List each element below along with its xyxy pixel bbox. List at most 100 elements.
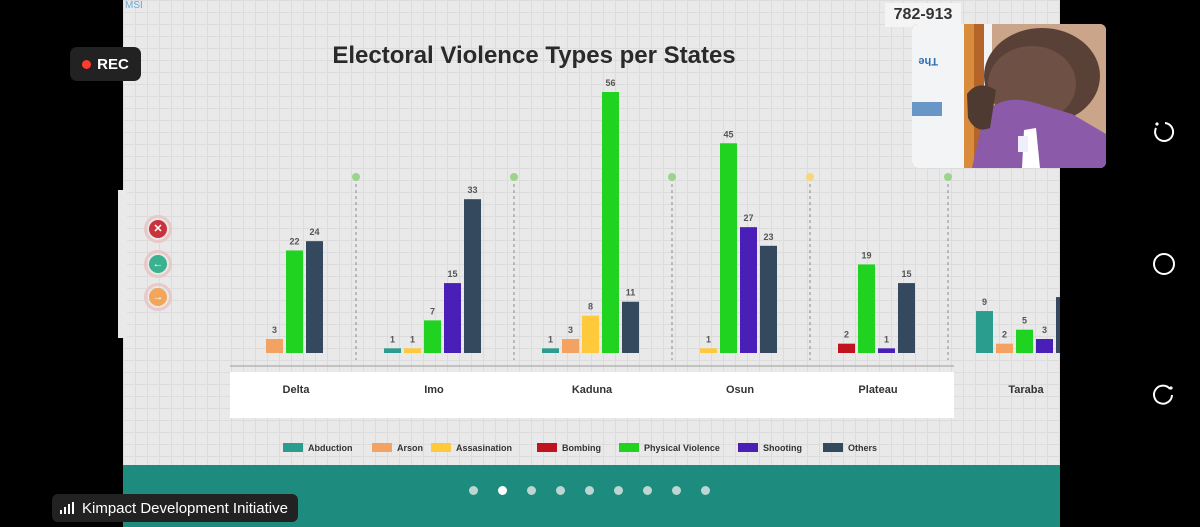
pager-dot[interactable] [672, 486, 681, 495]
record-dot-icon [82, 59, 92, 69]
bar-delta-others [306, 241, 323, 353]
bar-kaduna-others [622, 301, 639, 353]
data-label: 7 [430, 306, 435, 316]
legend-item-abduction: Abduction [283, 439, 353, 453]
legend-swatch [619, 443, 639, 453]
bar-kaduna-abduction [542, 348, 559, 353]
data-label: 1 [410, 334, 415, 344]
bar-osun-physical-violence [720, 143, 737, 353]
data-label: 2 [844, 330, 849, 340]
bar-osun-others [760, 245, 777, 353]
bar-chart: 32224117153313856111452723219115925312 [230, 78, 1060, 367]
legend-label: Physical Violence [644, 442, 720, 453]
participant-video[interactable]: The [912, 24, 1106, 168]
presentation-slide: MSI 782-913 Electoral Violence Types per… [123, 0, 1060, 527]
state-label-delta: Delta [282, 384, 310, 396]
data-label: 56 [605, 78, 615, 88]
data-label: 24 [309, 227, 319, 237]
legend-swatch [372, 443, 392, 453]
bar-imo-others [464, 199, 481, 353]
legend-item-physical-violence: Physical Violence [619, 439, 720, 453]
legend-swatch [738, 443, 758, 453]
participant-name: Kimpact Development Initiative [82, 499, 288, 517]
bar-plateau-bombing [838, 343, 855, 353]
close-icon: ✕ [149, 220, 167, 238]
recent-apps-icon[interactable] [1150, 381, 1178, 409]
state-label-taraba: Taraba [1008, 384, 1044, 396]
meeting-id-label: 782-913 [885, 3, 961, 27]
signal-strength-icon [60, 502, 74, 514]
state-label-kaduna: Kaduna [571, 384, 613, 396]
separator-dot [510, 173, 518, 181]
pager-dot[interactable] [469, 486, 478, 495]
video-caption: The [918, 55, 938, 67]
data-label: 3 [272, 325, 277, 335]
pager-dot[interactable] [701, 486, 710, 495]
recording-badge: REC [70, 47, 141, 81]
arrow-left-icon: ← [149, 255, 167, 273]
bar-imo-shooting [444, 283, 461, 353]
bar-delta-arson [266, 339, 283, 353]
legend-swatch [283, 443, 303, 453]
data-label: 8 [588, 302, 593, 312]
legend-item-bombing: Bombing [537, 439, 601, 453]
rotate-screen-icon[interactable] [1150, 118, 1178, 146]
legend-swatch [431, 443, 451, 453]
pager-dot[interactable] [585, 486, 594, 495]
bar-imo-physical-violence [424, 320, 441, 353]
data-label: 1 [390, 334, 395, 344]
data-label: 3 [1042, 325, 1047, 335]
state-label-imo: Imo [424, 384, 444, 396]
state-label-band: Delta Imo Kaduna Osun Plateau Taraba [230, 372, 1044, 418]
bar-osun-assasination [700, 348, 717, 353]
arrow-right-button[interactable]: → [144, 283, 172, 311]
bar-kaduna-physical-violence [602, 92, 619, 353]
bar-plateau-others [898, 283, 915, 353]
data-label: 1 [548, 334, 553, 344]
bar-taraba-shooting [1036, 339, 1053, 353]
legend-item-assasination: Assasination [431, 439, 512, 453]
bar-taraba-physical-violence [1016, 329, 1033, 353]
data-label: 33 [467, 185, 477, 195]
home-icon[interactable] [1150, 250, 1178, 278]
pager-dot[interactable] [614, 486, 623, 495]
legend-label: Bombing [562, 442, 601, 453]
bar-taraba-arson [996, 343, 1013, 353]
data-label: 11 [626, 288, 636, 298]
bar-plateau-shooting [878, 348, 895, 353]
legend-swatch [537, 443, 557, 453]
state-label-osun: Osun [725, 384, 755, 396]
legend-item-others: Others [823, 439, 877, 453]
bar-kaduna-assasination [582, 315, 599, 353]
data-label: 5 [1022, 316, 1027, 326]
bar-imo-abduction [384, 348, 401, 353]
legend-label: Shooting [763, 442, 802, 453]
rec-label: REC [97, 55, 129, 73]
pager-dot[interactable] [643, 486, 652, 495]
separator-dot [806, 173, 814, 181]
pager-dot[interactable] [498, 486, 507, 495]
data-label: 2 [1002, 330, 1007, 340]
bar-delta-physical-violence [286, 250, 303, 353]
separator-dot [668, 173, 676, 181]
legend-label: Others [848, 442, 878, 453]
legend-label: Abduction [308, 442, 353, 453]
side-panel-edge [118, 190, 127, 338]
data-label: 9 [982, 297, 987, 307]
data-label: 22 [289, 236, 299, 246]
bar-taraba-abduction [976, 311, 993, 353]
arrow-left-button[interactable]: ← [144, 250, 172, 278]
data-label: 23 [763, 232, 773, 242]
legend-item-shooting: Shooting [738, 439, 802, 453]
legend-item-arson: Arson [372, 439, 423, 453]
data-label: 45 [723, 129, 733, 139]
bar-osun-shooting [740, 227, 757, 353]
data-label: 15 [901, 269, 911, 279]
pager-dot[interactable] [556, 486, 565, 495]
slide-tag: MSI [125, 0, 143, 11]
separator-dot [944, 173, 952, 181]
data-label: 1 [884, 334, 889, 344]
pager-dot[interactable] [527, 486, 536, 495]
close-button[interactable]: ✕ [144, 215, 172, 243]
data-label: 15 [447, 269, 457, 279]
